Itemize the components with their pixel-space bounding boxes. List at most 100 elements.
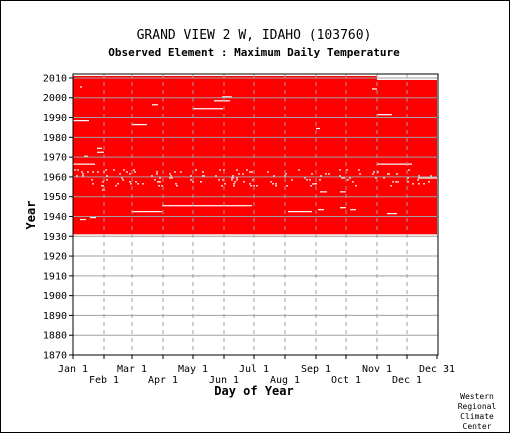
gap-speckle: [233, 185, 235, 187]
gap-speckle: [122, 179, 124, 181]
gap-speckle: [428, 181, 430, 183]
gap-speckle: [249, 183, 251, 185]
gap-speckle: [151, 175, 153, 177]
gap-speckle: [250, 185, 252, 187]
gap-speckle: [390, 185, 392, 187]
gap-speckle: [170, 175, 172, 177]
gap-speckle: [159, 177, 161, 179]
gap-speckle: [325, 173, 327, 175]
gap-speckle: [418, 183, 420, 185]
gap-speckle: [221, 185, 223, 187]
gap-speckle: [174, 171, 176, 173]
gap-speckle: [200, 181, 202, 183]
gap-speckle: [236, 169, 238, 171]
gap-speckle: [171, 177, 173, 179]
plot-border: [72, 73, 439, 356]
gap-speckle: [180, 171, 182, 173]
gap-speckle: [190, 179, 192, 181]
gap-speckle: [87, 171, 89, 173]
x-tick-label-may-1: May 1: [178, 364, 208, 375]
gap-speckle: [231, 179, 233, 181]
gap-speckle: [161, 185, 163, 187]
gap-speckle: [246, 169, 248, 171]
gap-30: [377, 78, 437, 80]
y-tick-label-1940: 1940: [43, 212, 67, 223]
gap-15: [73, 163, 95, 165]
x-tick-label-sep-1: Sep 1: [301, 364, 331, 375]
gap-8: [162, 205, 252, 207]
gap-speckle: [320, 175, 322, 177]
x-tick-label-jun-1: Jun 1: [209, 375, 239, 386]
y-tick-label-2000: 2000: [43, 93, 67, 104]
gap-speckle: [408, 169, 410, 171]
credit-line-3: Climate: [460, 412, 494, 421]
gap-speckle: [129, 181, 131, 183]
gap-speckle: [106, 179, 108, 181]
gap-18: [97, 151, 104, 153]
gap-speckle: [304, 177, 306, 179]
gap-25: [152, 104, 158, 106]
gap-23: [377, 114, 392, 116]
x-tick-label-feb-1: Feb 1: [89, 375, 119, 386]
gap-speckle: [272, 183, 274, 185]
gap-speckle: [319, 179, 321, 181]
gap-speckle: [158, 181, 160, 183]
gap-speckle: [309, 179, 311, 181]
gap-speckle: [352, 181, 354, 183]
plot-area: [73, 75, 438, 235]
gap-speckle: [101, 185, 103, 187]
y-tick-label-1900: 1900: [43, 291, 67, 302]
gap-speckle: [359, 173, 361, 175]
gap-speckle: [270, 181, 272, 183]
gap-speckle: [77, 169, 79, 171]
gap-speckle: [238, 173, 240, 175]
x-tick-label-aug-1: Aug 1: [270, 375, 300, 386]
gap-3: [132, 211, 162, 213]
gap-5: [318, 209, 324, 211]
gap-speckle: [82, 175, 84, 177]
credit-line-2: Regional: [458, 402, 497, 411]
gap-speckle: [117, 183, 119, 185]
y-tick-label-1950: 1950: [43, 192, 67, 203]
gap-speckle: [106, 175, 108, 177]
gap-speckle: [169, 173, 171, 175]
y-tick-label-1910: 1910: [43, 271, 67, 282]
gap-speckle: [249, 171, 251, 173]
gap-speckle: [349, 177, 351, 179]
gap-speckle: [315, 183, 317, 185]
gap-7: [340, 207, 346, 209]
gap-speckle: [169, 177, 171, 179]
gap-speckle: [346, 169, 348, 171]
gap-speckle: [267, 171, 269, 173]
y-tick-label-1970: 1970: [43, 153, 67, 164]
gap-speckle: [243, 181, 245, 183]
chart-subtitle: Observed Element : Maximum Daily Tempera…: [108, 46, 400, 59]
gap-speckle: [123, 169, 125, 171]
gap-speckle: [375, 177, 377, 179]
gap-26: [214, 100, 230, 102]
gap-speckle: [137, 183, 139, 185]
gap-speckle: [129, 173, 131, 175]
gap-speckle: [175, 183, 177, 185]
gap-speckle: [219, 169, 221, 171]
gap-speckle: [392, 181, 394, 183]
gap-29: [80, 86, 82, 88]
gap-speckle: [275, 183, 277, 185]
gap-22: [73, 120, 89, 122]
gap-speckle: [92, 171, 94, 173]
gap-speckle: [423, 183, 425, 185]
gap-speckle: [339, 175, 341, 177]
gap-speckle: [232, 177, 234, 179]
gap-speckle: [236, 177, 238, 179]
gap-speckle: [284, 175, 286, 177]
gap-20: [316, 127, 320, 130]
gap-speckle: [133, 169, 135, 171]
y-tick-label-1880: 1880: [43, 331, 67, 342]
gap-speckle: [115, 185, 117, 187]
gap-speckle: [343, 177, 345, 179]
gap-speckle: [142, 183, 144, 185]
gap-24: [193, 108, 223, 110]
gap-19: [97, 147, 102, 149]
gap-4: [288, 211, 312, 213]
